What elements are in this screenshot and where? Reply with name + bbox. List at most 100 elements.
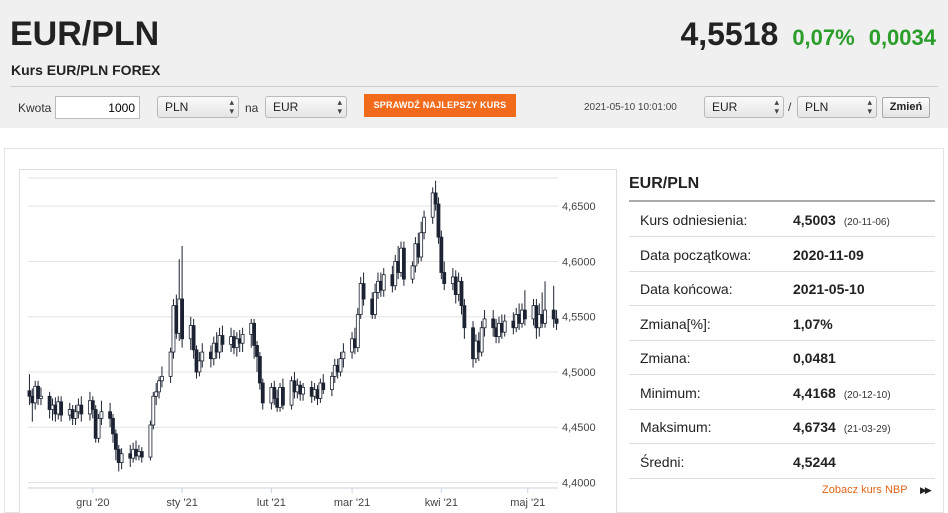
from-currency-select[interactable]: PLN ▴ ▾ — [157, 96, 239, 118]
stat-value-number: 1,07% — [793, 315, 833, 332]
stat-row: Minimum: 4,4168 (20-12-10) — [629, 376, 935, 410]
candle — [543, 281, 547, 328]
price-chart[interactable]: 4,4000 4,4500 4,5000 4,5500 4,6000 4,6500 gru… — [19, 169, 617, 513]
timestamp: 2021-05-10 10:01:00 — [584, 102, 677, 113]
swap-button[interactable]: Zmień — [882, 97, 930, 118]
candle — [90, 396, 95, 419]
candle — [79, 396, 84, 422]
stat-value: 1,07% — [793, 316, 833, 332]
candle — [554, 310, 559, 330]
page-title: EUR/PLN — [10, 15, 160, 53]
candle — [361, 272, 366, 306]
stat-label: Data początkowa: — [640, 246, 752, 263]
candle-body — [393, 261, 398, 287]
candle-body — [47, 395, 52, 410]
chart-grid — [28, 177, 558, 489]
candle — [318, 378, 323, 403]
candle-body — [255, 345, 259, 357]
candle-body — [257, 356, 262, 384]
candle-body — [160, 375, 164, 382]
pair-base-select[interactable]: EUR ▴ ▾ — [704, 96, 784, 118]
candle — [157, 376, 161, 399]
candle — [419, 221, 424, 262]
candle — [220, 325, 225, 353]
stat-label: Minimum: — [640, 384, 701, 401]
candle-body — [430, 192, 435, 218]
pair-quote-select[interactable]: PLN ▴ ▾ — [797, 96, 877, 118]
candle-body — [422, 216, 426, 234]
candle-body — [462, 305, 467, 329]
stat-value-number: 2020-11-09 — [793, 246, 864, 263]
candle-body — [73, 411, 78, 419]
candle — [373, 283, 377, 319]
stat-row: Data końcowa: 2021-05-10 — [629, 272, 935, 306]
candle-body — [59, 401, 64, 416]
candle — [27, 374, 32, 406]
stat-label: Maksimum: — [640, 419, 712, 435]
stat-label: Kurs odniesienia: — [640, 212, 748, 228]
candle — [191, 318, 196, 359]
candle — [47, 391, 52, 419]
candle — [381, 268, 386, 297]
candle — [281, 378, 285, 410]
x-tick-label: kwi '21 — [425, 497, 458, 509]
candle — [139, 447, 144, 463]
candle-body — [154, 391, 159, 397]
candle-body — [119, 453, 124, 463]
candle — [410, 261, 415, 284]
candle — [257, 352, 262, 390]
candle — [551, 285, 556, 328]
stats-panel: EUR/PLN Kurs odniesienia: 4,5003 (20-11-06… — [629, 173, 935, 479]
candle-body — [272, 387, 277, 399]
double-chevron-right-icon: ▶▶ — [920, 485, 932, 495]
select-arrows-icon: ▴ ▾ — [867, 97, 872, 116]
stat-row: Zmiana[%]: 1,07% — [629, 307, 935, 341]
candle — [436, 197, 441, 244]
change-percent: 0,07% — [792, 25, 855, 50]
stat-row: Zmiana: 0,0481 — [629, 341, 935, 375]
candle — [99, 400, 104, 426]
stat-row: Maksimum: 4,6734 (21-03-29) — [629, 410, 935, 444]
stat-date: (20-11-06) — [843, 217, 890, 228]
candle — [108, 402, 112, 428]
stat-value: 4,5244 — [793, 454, 836, 470]
amount-input[interactable] — [55, 96, 140, 119]
y-axis-ticks: 4,4000 4,4500 4,5000 4,5500 4,6000 4,6500 — [562, 201, 596, 489]
candle — [462, 299, 467, 339]
candle-body — [151, 395, 156, 426]
rate-block: 4,5518 0,07% 0,0034 — [680, 16, 936, 53]
nbp-rate-link[interactable]: Zobacz kurs NBP — [822, 484, 908, 496]
select-arrows-icon: ▴ ▾ — [229, 97, 234, 116]
candle-body — [90, 400, 95, 410]
stat-row: Kurs odniesienia: 4,5003 (20-11-06) — [629, 203, 935, 237]
y-tick-label: 4,5500 — [562, 312, 596, 324]
candle-body — [341, 351, 346, 360]
candle — [393, 254, 398, 291]
candle-body — [554, 318, 559, 324]
candle-body — [502, 320, 507, 333]
best-rate-button[interactable]: SPRAWDŹ NAJLEPSZY KURS — [364, 94, 516, 117]
candle — [401, 241, 406, 286]
stat-row: Średni: 4,5244 — [629, 445, 935, 479]
y-tick-label: 4,5000 — [562, 367, 596, 379]
select-arrows-icon: ▴ ▾ — [337, 97, 342, 116]
candle-body — [197, 360, 202, 373]
candle-body — [220, 335, 225, 345]
pair-base-value: EUR — [712, 100, 738, 114]
candle — [168, 347, 173, 384]
candle-body — [551, 309, 556, 320]
candle — [442, 261, 447, 291]
candle-body — [373, 291, 377, 315]
candle-body — [433, 192, 438, 205]
candle-body — [200, 351, 205, 362]
candle — [430, 187, 435, 224]
candle-body — [168, 351, 173, 377]
candle — [39, 387, 43, 406]
candle — [433, 180, 438, 211]
to-currency-select[interactable]: EUR ▴ ▾ — [265, 96, 347, 118]
header-divider — [10, 86, 938, 87]
candle-body — [39, 395, 43, 399]
x-tick-label: maj '21 — [510, 497, 545, 509]
candle — [59, 396, 64, 422]
candle — [422, 210, 426, 240]
